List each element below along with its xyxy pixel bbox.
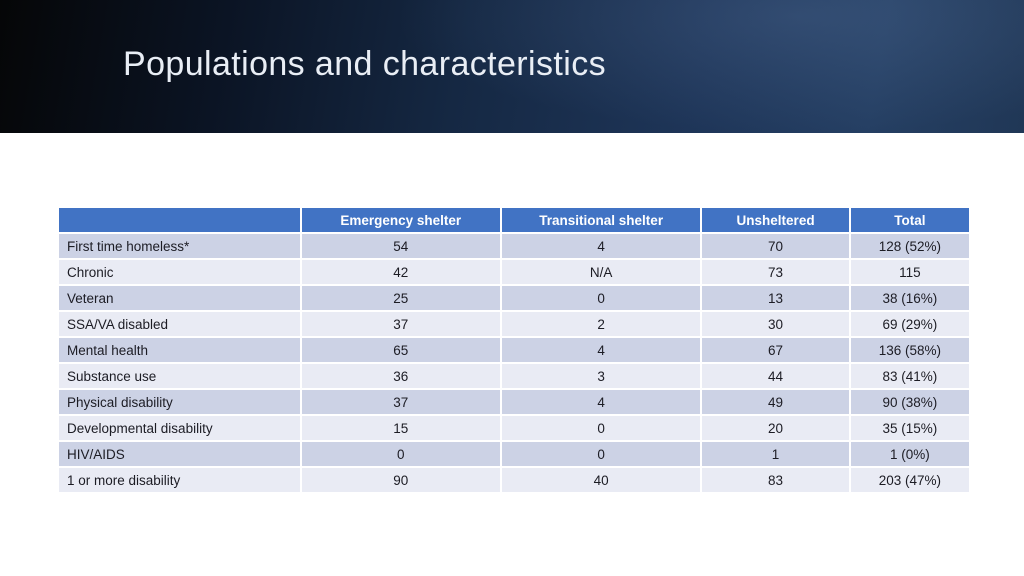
table-row: Substance use 36 3 44 83 (41%) xyxy=(59,364,969,388)
value-cell: 0 xyxy=(501,442,701,466)
value-cell: 1 (0%) xyxy=(850,442,969,466)
value-cell: 15 xyxy=(301,416,500,440)
value-cell: 0 xyxy=(301,442,500,466)
value-cell: 36 xyxy=(301,364,500,388)
corner-header-cell xyxy=(59,208,300,232)
value-cell: 25 xyxy=(301,286,500,310)
row-label-cell: Developmental disability xyxy=(59,416,300,440)
value-cell: 30 xyxy=(702,312,849,336)
value-cell: 67 xyxy=(702,338,849,362)
row-label-cell: HIV/AIDS xyxy=(59,442,300,466)
table-row: Developmental disability 15 0 20 35 (15%… xyxy=(59,416,969,440)
row-label-cell: Veteran xyxy=(59,286,300,310)
value-cell: 0 xyxy=(501,286,701,310)
row-label-cell: 1 or more disability xyxy=(59,468,300,492)
value-cell: 49 xyxy=(702,390,849,414)
row-label-cell: SSA/VA disabled xyxy=(59,312,300,336)
value-cell: 73 xyxy=(702,260,849,284)
value-cell: 83 (41%) xyxy=(850,364,969,388)
value-cell: 37 xyxy=(301,390,500,414)
value-cell: 69 (29%) xyxy=(850,312,969,336)
column-header-emergency-shelter: Emergency shelter xyxy=(301,208,500,232)
populations-table: Emergency shelter Transitional shelter U… xyxy=(57,206,971,494)
table-row: SSA/VA disabled 37 2 30 69 (29%) xyxy=(59,312,969,336)
value-cell: 128 (52%) xyxy=(850,234,969,258)
table-row: Physical disability 37 4 49 90 (38%) xyxy=(59,390,969,414)
value-cell: 136 (58%) xyxy=(850,338,969,362)
value-cell: 115 xyxy=(850,260,969,284)
row-label-cell: Mental health xyxy=(59,338,300,362)
value-cell: 3 xyxy=(501,364,701,388)
table-row: 1 or more disability 90 40 83 203 (47%) xyxy=(59,468,969,492)
value-cell: 90 (38%) xyxy=(850,390,969,414)
table-row: Mental health 65 4 67 136 (58%) xyxy=(59,338,969,362)
value-cell: 38 (16%) xyxy=(850,286,969,310)
value-cell: 203 (47%) xyxy=(850,468,969,492)
value-cell: 4 xyxy=(501,390,701,414)
value-cell: 40 xyxy=(501,468,701,492)
value-cell: 70 xyxy=(702,234,849,258)
populations-table-wrap: Emergency shelter Transitional shelter U… xyxy=(57,206,971,494)
value-cell: 54 xyxy=(301,234,500,258)
row-label-cell: First time homeless* xyxy=(59,234,300,258)
value-cell: 65 xyxy=(301,338,500,362)
column-header-unsheltered: Unsheltered xyxy=(702,208,849,232)
row-label-cell: Chronic xyxy=(59,260,300,284)
table-header-row: Emergency shelter Transitional shelter U… xyxy=(59,208,969,232)
value-cell: 4 xyxy=(501,338,701,362)
table-row: First time homeless* 54 4 70 128 (52%) xyxy=(59,234,969,258)
value-cell: 1 xyxy=(702,442,849,466)
title-banner xyxy=(0,0,1024,133)
value-cell: 4 xyxy=(501,234,701,258)
table-row: HIV/AIDS 0 0 1 1 (0%) xyxy=(59,442,969,466)
row-label-cell: Substance use xyxy=(59,364,300,388)
table-row: Veteran 25 0 13 38 (16%) xyxy=(59,286,969,310)
value-cell: 35 (15%) xyxy=(850,416,969,440)
row-label-cell: Physical disability xyxy=(59,390,300,414)
value-cell: 2 xyxy=(501,312,701,336)
value-cell: 13 xyxy=(702,286,849,310)
column-header-transitional-shelter: Transitional shelter xyxy=(501,208,701,232)
table-row: Chronic 42 N/A 73 115 xyxy=(59,260,969,284)
value-cell: N/A xyxy=(501,260,701,284)
value-cell: 0 xyxy=(501,416,701,440)
slide-title: Populations and characteristics xyxy=(123,45,606,83)
value-cell: 37 xyxy=(301,312,500,336)
value-cell: 20 xyxy=(702,416,849,440)
column-header-total: Total xyxy=(850,208,969,232)
value-cell: 44 xyxy=(702,364,849,388)
value-cell: 42 xyxy=(301,260,500,284)
value-cell: 90 xyxy=(301,468,500,492)
value-cell: 83 xyxy=(702,468,849,492)
